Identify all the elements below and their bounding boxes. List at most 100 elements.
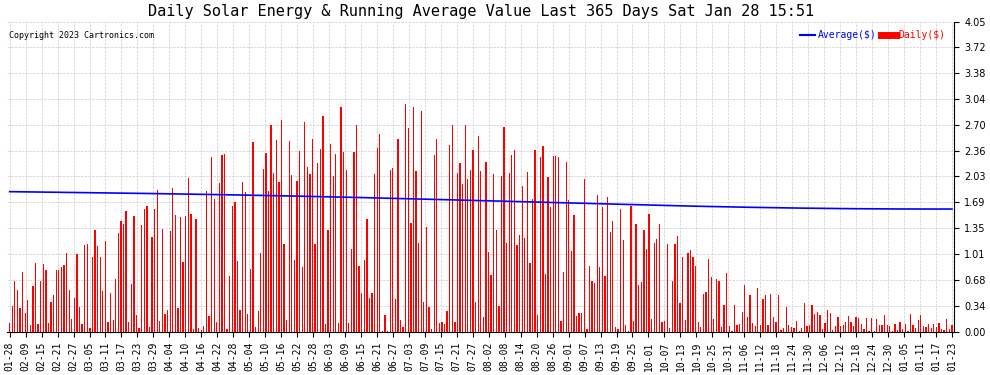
Bar xyxy=(384,315,386,332)
Bar xyxy=(180,217,181,332)
Bar xyxy=(910,314,911,332)
Bar xyxy=(123,224,124,332)
Bar xyxy=(355,125,357,332)
Bar xyxy=(38,324,39,332)
Bar xyxy=(102,291,104,332)
Bar xyxy=(934,324,935,332)
Bar xyxy=(273,173,274,332)
Bar xyxy=(139,328,140,332)
Bar xyxy=(850,322,851,332)
Bar xyxy=(752,323,753,332)
Bar xyxy=(765,295,766,332)
Bar xyxy=(687,253,688,332)
Bar xyxy=(866,318,867,332)
Bar xyxy=(454,322,455,332)
Bar xyxy=(719,281,720,332)
Bar xyxy=(586,329,587,332)
Bar xyxy=(915,328,917,332)
Bar xyxy=(671,281,673,332)
Bar xyxy=(607,197,608,332)
Bar xyxy=(550,207,551,332)
Bar xyxy=(695,266,696,332)
Bar xyxy=(148,327,150,332)
Bar xyxy=(278,182,279,332)
Bar xyxy=(483,317,484,332)
Bar xyxy=(50,302,51,332)
Bar xyxy=(907,331,909,332)
Bar xyxy=(594,283,595,332)
Bar xyxy=(46,270,47,332)
Bar xyxy=(371,293,372,332)
Bar xyxy=(703,294,704,332)
Bar xyxy=(421,111,422,332)
Bar xyxy=(437,139,438,332)
Bar xyxy=(631,206,632,332)
Bar xyxy=(328,230,329,332)
Bar xyxy=(734,305,736,332)
Bar xyxy=(716,279,717,332)
Bar xyxy=(666,244,668,332)
Bar xyxy=(847,316,849,332)
Bar xyxy=(669,328,670,332)
Bar xyxy=(169,231,171,332)
Bar xyxy=(341,107,342,332)
Bar xyxy=(501,176,502,332)
Bar xyxy=(597,195,598,332)
Bar xyxy=(744,285,745,332)
Bar xyxy=(711,277,712,332)
Bar xyxy=(459,164,460,332)
Bar xyxy=(842,325,843,332)
Bar xyxy=(543,146,544,332)
Bar xyxy=(623,240,624,332)
Bar xyxy=(294,260,295,332)
Bar xyxy=(679,303,681,332)
Bar xyxy=(538,315,539,332)
Bar xyxy=(873,331,875,332)
Bar xyxy=(211,156,212,332)
Bar xyxy=(791,327,792,332)
Bar xyxy=(376,148,378,332)
Bar xyxy=(860,324,862,332)
Bar xyxy=(100,257,101,332)
Bar xyxy=(159,321,160,332)
Bar xyxy=(193,328,194,332)
Bar xyxy=(182,262,184,332)
Bar xyxy=(25,313,26,332)
Bar xyxy=(552,156,554,332)
Bar xyxy=(89,328,90,332)
Bar xyxy=(783,328,784,332)
Bar xyxy=(759,326,761,332)
Bar xyxy=(107,322,109,332)
Bar xyxy=(431,329,433,332)
Bar xyxy=(576,316,577,332)
Bar xyxy=(835,326,837,332)
Bar xyxy=(475,302,476,332)
Bar xyxy=(804,303,805,332)
Bar xyxy=(262,170,264,332)
Bar xyxy=(336,154,337,332)
Bar xyxy=(105,241,106,332)
Bar xyxy=(270,125,271,332)
Bar xyxy=(822,329,823,332)
Bar xyxy=(780,330,782,332)
Bar xyxy=(302,267,303,332)
Bar xyxy=(288,141,290,332)
Bar xyxy=(76,254,77,332)
Bar xyxy=(227,328,228,332)
Bar xyxy=(682,257,683,332)
Bar xyxy=(208,316,210,332)
Bar xyxy=(889,326,890,332)
Bar xyxy=(229,276,231,332)
Bar xyxy=(307,166,308,332)
Bar xyxy=(164,314,165,332)
Bar xyxy=(656,238,657,332)
Bar xyxy=(799,331,800,332)
Bar xyxy=(141,225,143,332)
Bar xyxy=(348,323,349,332)
Bar xyxy=(488,252,489,332)
Bar xyxy=(185,216,186,332)
Bar xyxy=(517,245,518,332)
Bar xyxy=(855,317,856,332)
Bar xyxy=(625,325,627,332)
Bar xyxy=(110,294,111,332)
